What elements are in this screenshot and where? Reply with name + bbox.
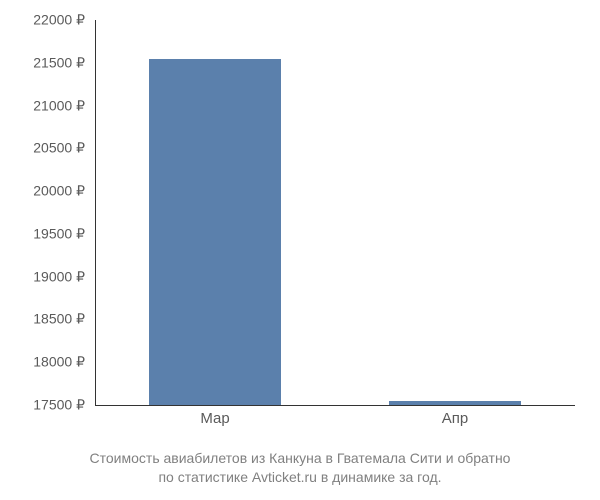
y-tick-label: 19500 ₽: [0, 225, 85, 242]
chart-caption: Стоимость авиабилетов из Канкуна в Гвате…: [0, 449, 600, 488]
y-axis: 17500 ₽18000 ₽18500 ₽19000 ₽19500 ₽20000…: [0, 20, 90, 405]
caption-line-2: по статистике Avticket.ru в динамике за …: [158, 469, 441, 485]
plot-area: [95, 20, 575, 405]
y-tick-label: 18000 ₽: [0, 354, 85, 371]
y-tick-label: 20000 ₽: [0, 183, 85, 200]
y-tick-label: 17500 ₽: [0, 397, 85, 414]
y-tick-label: 20500 ₽: [0, 140, 85, 157]
chart-container: 17500 ₽ 18000 ₽ 18500 ₽ 19000 ₽ 19500 ₽ 20000…: [0, 0, 600, 500]
y-tick-label: 18500 ₽: [0, 311, 85, 328]
y-tick-label: 19000 ₽: [0, 268, 85, 285]
y-tick-label: 21500 ₽: [0, 54, 85, 71]
y-tick-label: 22000 ₽: [0, 12, 85, 29]
x-tick-label: Апр: [442, 410, 468, 427]
caption-line-1: Стоимость авиабилетов из Канкуна в Гвате…: [90, 450, 511, 466]
x-axis-line: [95, 405, 575, 406]
y-tick-label: 21000 ₽: [0, 97, 85, 114]
x-axis: Мар Апр: [95, 410, 575, 440]
x-tick-label: Мар: [200, 410, 229, 427]
bar: [149, 59, 281, 406]
